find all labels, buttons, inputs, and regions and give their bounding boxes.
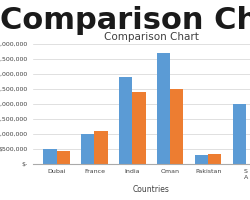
Bar: [170, 89, 183, 164]
Bar: [119, 77, 132, 164]
Bar: [157, 53, 170, 164]
Bar: [43, 149, 57, 164]
Bar: [132, 92, 145, 164]
X-axis label: Countries: Countries: [133, 185, 170, 194]
Bar: [94, 131, 108, 164]
Text: Comparison Chart in Exc: Comparison Chart in Exc: [0, 6, 250, 35]
Bar: [195, 155, 208, 164]
Bar: [81, 134, 94, 164]
Bar: [233, 104, 246, 164]
Bar: [208, 154, 221, 164]
Title: Comparison Chart: Comparison Chart: [104, 32, 199, 42]
Bar: [56, 151, 70, 164]
